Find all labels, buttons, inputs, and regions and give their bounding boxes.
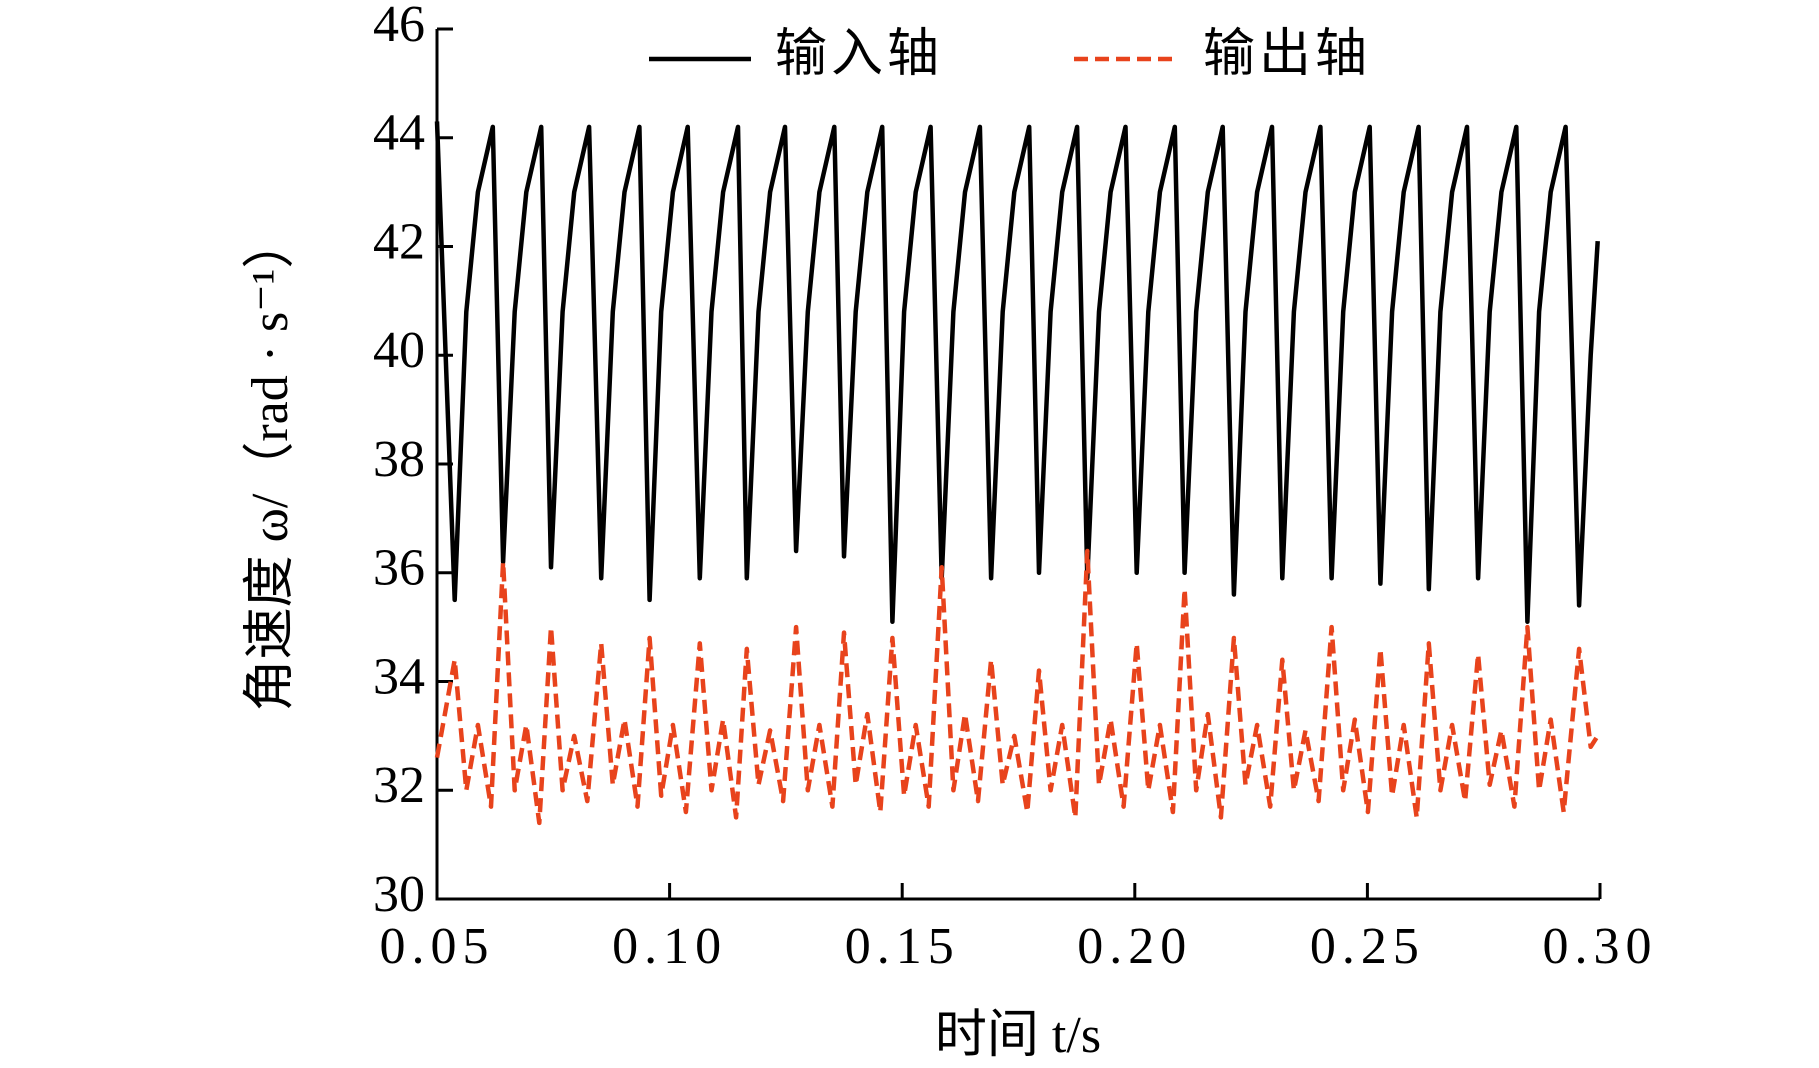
y-axis-label: 角速度 ω/（rad · s⁻¹） bbox=[242, 217, 299, 712]
axes bbox=[435, 29, 1600, 901]
x-tick-label: 0.30 bbox=[1543, 918, 1658, 975]
y-tick-label: 30 bbox=[373, 866, 425, 923]
y-tick-label: 42 bbox=[373, 213, 425, 270]
x-tick-label: 0.20 bbox=[1077, 918, 1192, 975]
series-line bbox=[434, 548, 1600, 826]
y-tick-label: 32 bbox=[373, 757, 425, 814]
y-tick-label: 44 bbox=[373, 105, 425, 162]
x-tick-label: 0.25 bbox=[1310, 918, 1425, 975]
series-line bbox=[434, 121, 1600, 624]
x-axis-label: 时间 t/s bbox=[935, 1007, 1101, 1064]
y-tick-label: 40 bbox=[373, 322, 425, 379]
x-tick-label: 0.10 bbox=[612, 918, 727, 975]
legend-label: 输出轴 bbox=[1203, 26, 1371, 83]
x-tick-label: 0.05 bbox=[380, 918, 495, 975]
x-tick-label: 0.15 bbox=[845, 918, 960, 975]
y-tick-label: 38 bbox=[373, 431, 425, 488]
y-tick-label: 46 bbox=[373, 0, 425, 53]
legend-label: 输入轴 bbox=[775, 26, 943, 83]
y-tick-label: 34 bbox=[373, 648, 425, 705]
y-tick-label: 36 bbox=[373, 540, 425, 597]
